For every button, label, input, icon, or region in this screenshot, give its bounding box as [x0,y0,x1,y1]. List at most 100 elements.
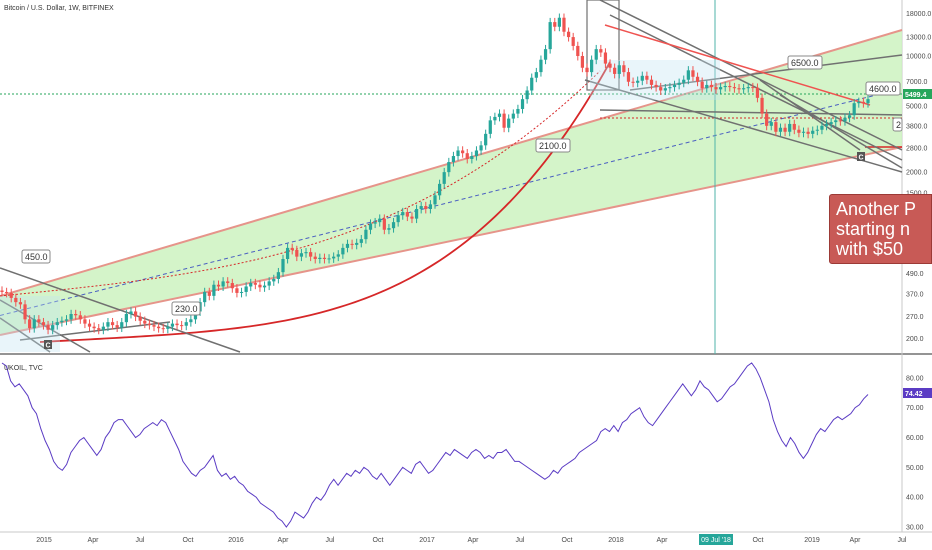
price-label-3[interactable]: 2100.0 [535,138,571,153]
drawing-layer[interactable] [0,0,903,354]
candle-body [778,127,783,132]
candle-body [590,59,594,73]
candle-body [92,326,96,329]
candle-body [115,325,119,328]
candle-body [562,17,566,32]
candle-body [530,77,534,91]
parabolic-curve[interactable] [39,61,611,343]
candle-body [285,247,290,260]
channel-lower-line[interactable] [0,146,903,336]
candle-body [815,129,819,131]
channel-mid-line[interactable] [0,88,903,316]
annotation-layer[interactable]: 450.0 230.0 2100.0 6500.0 4600.0 2 C C [21,55,903,350]
note-callout[interactable]: Another P starting n with $50 [829,194,932,264]
time-axis-cursor-box [699,534,733,545]
candle-body [37,319,41,323]
trend-line-8[interactable] [629,54,903,91]
candle-body [442,172,446,184]
candle-body [774,122,778,132]
price-label-text: 6500.0 [791,58,819,68]
candle-body [672,84,677,88]
time-axis[interactable]: 2015 Apr Jul Oct 2016 Apr Jul Oct 2017 Apr Jul Oct 2… [36,534,907,545]
candle-body [28,319,32,329]
candle-body [64,319,69,321]
price-axis-tick-label: 18000.0 [906,11,931,18]
candle-body [465,153,469,159]
oil-axis-tick-label: 70.00 [906,405,924,412]
price-label-text: 230.0 [175,304,198,314]
candle-body [585,67,589,73]
trend-line-1[interactable] [0,267,241,353]
price-label-box [21,249,51,264]
peak-box[interactable] [586,0,620,91]
candle-body [594,49,598,60]
trend-line-10[interactable] [759,79,861,151]
candle-body [428,204,433,209]
trend-line-3[interactable] [0,317,51,353]
candle-body [391,222,396,229]
price-label-box [171,301,201,316]
price-label-1[interactable]: 450.0 [21,249,51,264]
trend-line-11[interactable] [599,109,903,116]
price-axis-tick-label: 2800.0 [906,145,928,152]
time-axis-label: 2018 [608,537,624,544]
candle-body [14,297,18,303]
wave-marker-2[interactable]: C [857,152,865,162]
candle-body [267,281,271,286]
price-axis-tick-label: 200.0 [906,336,924,343]
time-axis-label: 2017 [419,537,435,544]
candle-body [304,252,308,254]
trend-line-9[interactable] [779,94,903,169]
candle-body [718,87,723,90]
candle-body [516,108,520,114]
candle-body [272,278,276,282]
candle-body [401,212,405,216]
time-axis-label: Jul [326,537,335,544]
candle-body [157,326,161,329]
candle-body [129,311,133,314]
candle-body [327,258,331,260]
candlestick-series [0,13,870,335]
candle-body [120,322,124,328]
candle-body [295,249,299,257]
candle-body [479,145,483,151]
candle-body [866,99,870,104]
candle-body [659,87,663,91]
candle-body [709,84,713,88]
candle-body [447,162,451,173]
trend-line-6[interactable] [609,14,903,161]
candle-body [705,84,709,89]
candle-body [276,272,280,279]
candle-body [520,99,525,109]
time-axis-label: 2019 [804,537,820,544]
price-label-4[interactable]: 6500.0 [787,55,823,70]
wave-marker-1[interactable]: C [44,340,52,350]
candle-body [603,52,608,64]
price-label-6[interactable]: 2 [892,117,903,132]
trend-line-2[interactable] [0,299,91,353]
candle-body [654,84,658,88]
wave-marker-box [857,152,865,161]
candle-body [216,284,221,287]
trend-line-7[interactable] [584,79,903,173]
resistance-line-red[interactable] [604,24,871,106]
candle-body [645,75,649,80]
parabolic-curve-dotted[interactable] [0,70,601,297]
price-axis-tick-label: 5000.0 [906,104,928,111]
candle-body [695,76,700,82]
price-label-2[interactable]: 230.0 [171,301,201,316]
oil-price-axis[interactable]: 30.00 40.00 50.00 60.00 70.00 80.00 [906,375,924,531]
candle-body [502,113,506,128]
price-label-5[interactable]: 4600.0 [865,81,901,96]
candle-body [373,222,377,224]
candle-body [253,283,257,285]
candle-body [811,130,815,134]
candle-body [368,223,373,230]
candle-body [507,118,511,128]
candle-body [332,256,336,259]
candle-body [511,113,515,119]
candle-body [189,319,193,323]
price-axis-tick-label: 7000.0 [906,79,928,86]
oil-value-tag [903,388,932,398]
